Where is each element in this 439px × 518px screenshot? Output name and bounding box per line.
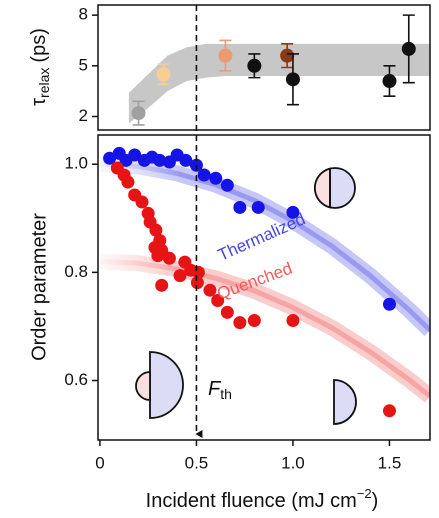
- point: [155, 278, 169, 292]
- point: [131, 106, 146, 121]
- x-tick-label: 0.5: [185, 453, 209, 472]
- point: [211, 293, 225, 307]
- x-label-part: ): [372, 490, 379, 512]
- plot-frame: [97, 4, 431, 131]
- point: [286, 313, 300, 327]
- plot-area: [128, 14, 430, 126]
- point: [247, 313, 261, 327]
- point: [121, 175, 135, 189]
- y-axis-label: τrelax (ps): [28, 28, 51, 106]
- x-tick-label: 0: [95, 453, 104, 472]
- y-tick-label: 5: [79, 55, 88, 74]
- y-label-part: (ps): [28, 28, 50, 62]
- domain-icon: [333, 379, 357, 425]
- point: [191, 265, 205, 279]
- point: [382, 74, 397, 89]
- y-tick-label: 8: [79, 5, 88, 24]
- x-tick-label: 1.5: [378, 453, 402, 472]
- point: [233, 316, 247, 330]
- point: [179, 153, 193, 167]
- y-tick-label: 1.0: [64, 154, 88, 173]
- point: [151, 249, 165, 263]
- point: [218, 48, 233, 63]
- point: [285, 72, 300, 87]
- point: [173, 269, 187, 283]
- threshold-label: Fth: [208, 378, 232, 401]
- band: [128, 43, 430, 124]
- x-label-part: −2: [357, 486, 372, 501]
- point: [162, 251, 176, 265]
- y-label-part: relax: [36, 68, 52, 98]
- point: [209, 171, 223, 185]
- y-tick-label: 0.6: [64, 370, 88, 389]
- point: [401, 41, 416, 56]
- x-tick-label: 1.0: [281, 453, 305, 472]
- point: [251, 200, 265, 214]
- point: [280, 48, 295, 63]
- point: [286, 205, 300, 219]
- point: [156, 67, 171, 82]
- threshold-label-part: th: [220, 386, 232, 402]
- point: [247, 58, 262, 73]
- point: [203, 283, 217, 297]
- point: [382, 297, 396, 311]
- point: [103, 151, 117, 165]
- plot-frame: [97, 134, 431, 441]
- point: [149, 223, 163, 237]
- y-tick-label: 2: [79, 106, 88, 125]
- y-axis-label: Order parameter: [28, 213, 50, 361]
- x-axis-label: Incident fluence (mJ cm−2): [146, 486, 379, 512]
- threshold-label-part: F: [208, 378, 222, 400]
- point: [197, 168, 211, 182]
- point: [128, 148, 142, 162]
- domain-icon: [314, 167, 356, 209]
- point: [135, 195, 149, 209]
- y-tick-label: 0.8: [64, 262, 88, 281]
- point: [153, 153, 167, 167]
- point: [382, 404, 396, 418]
- x-label-part: Incident fluence (mJ cm: [146, 490, 357, 512]
- point: [190, 276, 204, 290]
- point: [220, 178, 234, 192]
- y-label-part: τ: [28, 98, 50, 106]
- point: [220, 305, 234, 319]
- point: [233, 200, 247, 214]
- domain-icon: [135, 351, 184, 419]
